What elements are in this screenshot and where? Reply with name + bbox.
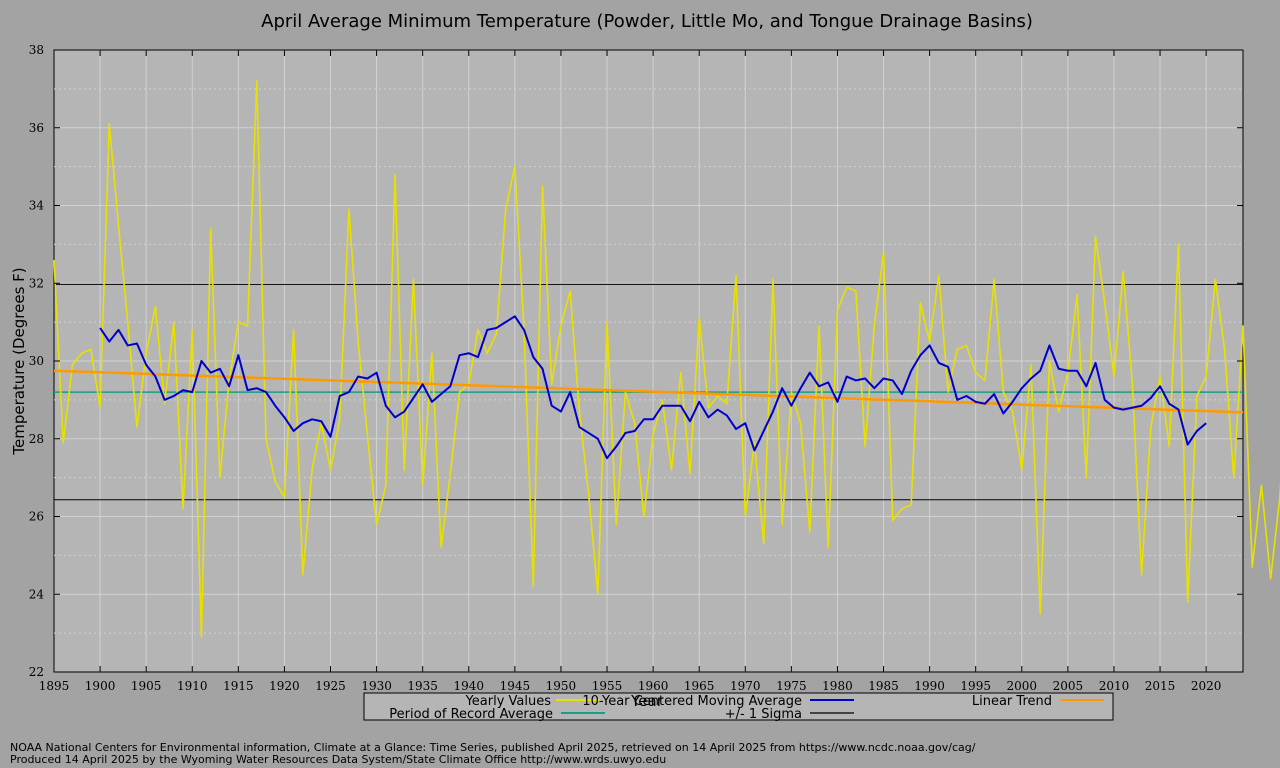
legend-label-sigma: +/- 1 Sigma [725, 707, 802, 722]
chart: April Average Minimum Temperature (Powde… [10, 11, 1280, 722]
x-tick-label: 2015 [1145, 679, 1176, 693]
y-tick-label: 36 [29, 121, 44, 135]
x-tick-label: 1965 [684, 679, 715, 693]
x-tick-label: 1895 [39, 679, 70, 693]
x-tick-label: 1915 [223, 679, 254, 693]
x-tick-label: 1910 [177, 679, 208, 693]
x-tick-label: 1940 [453, 679, 484, 693]
legend: Year Yearly Values 10-Year Centered Movi… [363, 692, 1114, 722]
x-tick-label: 1925 [315, 679, 346, 693]
moving-average-line [99, 315, 1207, 460]
footer-produced: Produced 14 April 2025 by the Wyoming Wa… [10, 753, 667, 766]
x-axis-label: Year [630, 692, 664, 710]
y-tick-label: 30 [29, 354, 44, 368]
legend-label-moving-average: 10-Year Centered Moving Average [582, 694, 802, 709]
x-tick-label: 1950 [546, 679, 577, 693]
series-layer [53, 80, 1280, 638]
x-tick-label: 1920 [269, 679, 300, 693]
chart-title: April Average Minimum Temperature (Powde… [261, 11, 1033, 32]
x-tick-label: 1975 [776, 679, 807, 693]
x-tick-label: 1960 [638, 679, 669, 693]
y-tick-label: 22 [29, 665, 44, 679]
x-tick-label: 2020 [1191, 679, 1222, 693]
x-tick-label: 1995 [960, 679, 991, 693]
x-tick-label: 1990 [914, 679, 945, 693]
legend-label-trend: Linear Trend [972, 694, 1052, 709]
linear-trend-line [53, 369, 1244, 414]
y-tick-label: 32 [29, 276, 44, 290]
legend-label-por-average: Period of Record Average [389, 707, 553, 722]
y-tick-label: 38 [29, 43, 44, 57]
y-tick-label: 28 [29, 432, 44, 446]
y-tick-label: 34 [29, 199, 45, 213]
x-tick-label: 1905 [131, 679, 162, 693]
grid-lines [54, 50, 1243, 672]
x-tick-label: 2005 [1053, 679, 1084, 693]
x-axis-ticks: 1895 1900 1905 1910 1915 1920 1925 1930 1935 1940… [39, 50, 1222, 693]
y-tick-label: 24 [29, 587, 45, 601]
x-tick-label: 2010 [1099, 679, 1130, 693]
yearly-values-line [53, 80, 1280, 638]
y-axis-ticks: 22 24 26 28 30 32 34 36 38 [29, 43, 1243, 679]
x-tick-label: 1945 [500, 679, 531, 693]
x-tick-label: 1970 [730, 679, 761, 693]
x-tick-label: 1900 [85, 679, 116, 693]
x-tick-label: 1980 [822, 679, 853, 693]
x-tick-label: 1985 [868, 679, 899, 693]
x-tick-label: 2000 [1007, 679, 1038, 693]
x-tick-label: 1930 [361, 679, 392, 693]
y-axis-label: Temperature (Degrees F) [10, 267, 28, 455]
y-tick-label: 26 [29, 510, 44, 524]
x-tick-label: 1935 [407, 679, 438, 693]
footer-source: NOAA National Centers for Environmental … [10, 741, 976, 754]
x-tick-label: 1955 [592, 679, 623, 693]
legend-label-yearly: Yearly Values [465, 694, 552, 709]
legend-box [363, 692, 1114, 721]
